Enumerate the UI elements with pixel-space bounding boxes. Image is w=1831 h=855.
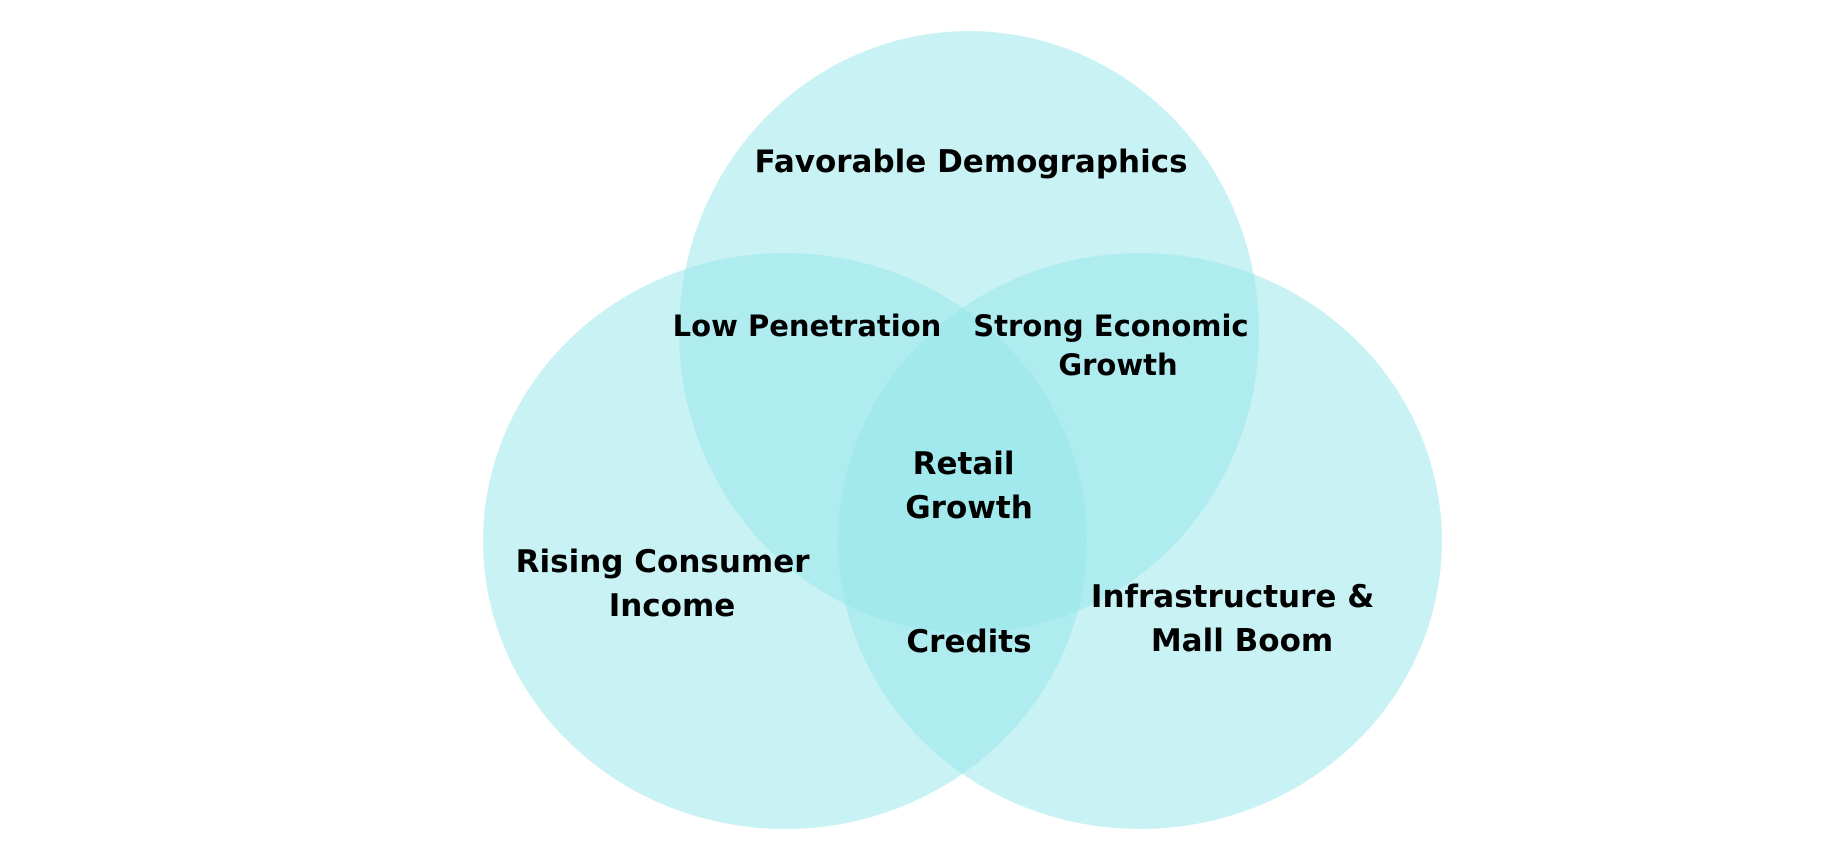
label-rising-consumer-income-line2: Income: [609, 588, 736, 624]
label-retail-growth-line2: Growth: [905, 490, 1033, 526]
label-retail-growth-line1: Retail: [913, 446, 1015, 482]
circle-infrastructure-mall-boom: [838, 253, 1442, 829]
label-strong-economic-growth-line2: Growth: [1058, 348, 1177, 382]
label-favorable-demographics: Favorable Demographics: [754, 144, 1187, 180]
label-rising-consumer-income: Rising Consumer Income: [516, 544, 821, 624]
label-infrastructure-mall-boom: Infrastructure & Mall Boom: [1091, 579, 1385, 659]
label-rising-consumer-income-line1: Rising Consumer: [516, 544, 811, 580]
label-infrastructure-mall-boom-line2: Mall Boom: [1151, 623, 1333, 659]
label-strong-economic-growth-line1: Strong Economic: [973, 309, 1248, 343]
label-retail-growth: Retail Growth: [905, 446, 1033, 526]
label-infrastructure-mall-boom-line1: Infrastructure &: [1091, 579, 1374, 615]
label-strong-economic-growth: Strong Economic Growth: [973, 309, 1258, 382]
label-low-penetration: Low Penetration: [673, 309, 942, 343]
label-credits: Credits: [906, 624, 1031, 660]
